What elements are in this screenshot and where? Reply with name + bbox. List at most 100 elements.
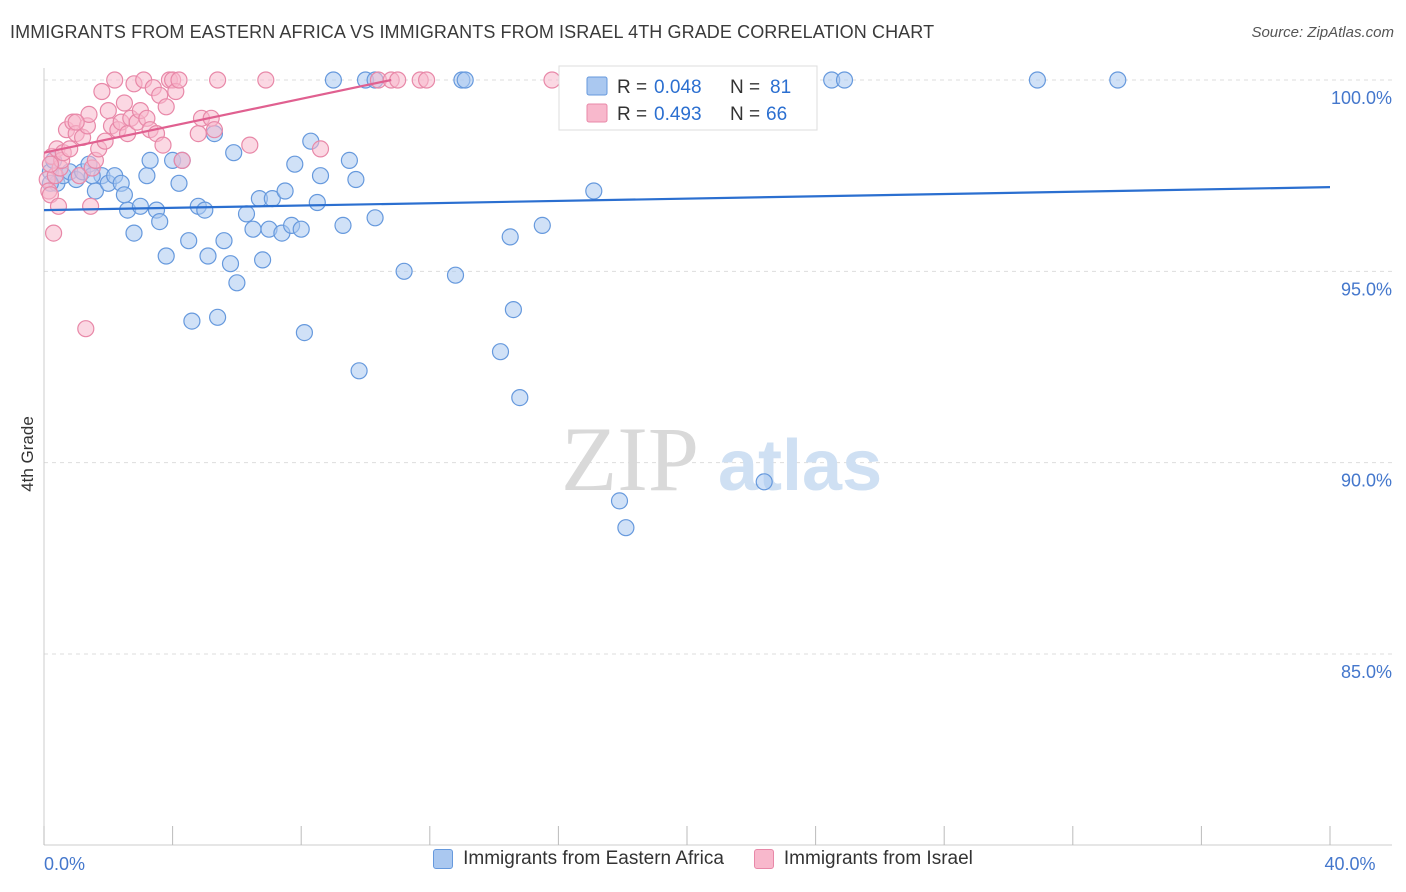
blue-data-point (533, 216, 551, 234)
stats-pink-r-value: 0.493 (654, 104, 702, 125)
legend-label-israel: Immigrants from Israel (783, 848, 973, 869)
blue-data-point (125, 224, 143, 242)
stats-blue-n-value: 81 (770, 77, 791, 98)
blue-data-point (350, 362, 368, 380)
blue-data-point (228, 274, 246, 292)
blue-data-point (446, 266, 465, 284)
blue-data-point (157, 247, 175, 265)
gridlines (44, 79, 1392, 655)
y-tick-label: 95.0% (1341, 279, 1392, 299)
stats-pink-n-value: 66 (766, 104, 787, 125)
trend-lines (43, 78, 1331, 212)
blue-data-point (324, 71, 342, 89)
pink-data-point (543, 71, 561, 89)
watermark: ZIP atlas (561, 408, 882, 510)
blue-data-point (340, 151, 358, 169)
y-tick-label: 90.0% (1341, 471, 1392, 491)
blue-data-point (835, 71, 854, 89)
pink-data-point (49, 197, 68, 215)
blue-data-point (276, 182, 294, 200)
legend-label-eastern-africa: Immigrants from Eastern Africa (463, 848, 724, 869)
pink-data-point (205, 121, 223, 139)
blue-data-point (292, 220, 310, 238)
pink-data-point (209, 71, 227, 89)
blue-data-point (617, 519, 635, 537)
watermark-zip: ZIP (561, 408, 699, 510)
pink-data-point (70, 167, 89, 185)
pink-data-point (189, 125, 207, 143)
pink-data-point (67, 113, 85, 131)
pink-data-point (106, 71, 124, 89)
x-tick-label: 0.0% (44, 854, 85, 874)
blue-data-point (237, 205, 256, 223)
blue-data-point (183, 312, 201, 330)
legend-swatch-pink (753, 849, 774, 869)
blue-data-point (295, 324, 313, 342)
blue-data-point (1109, 71, 1127, 89)
pink-data-point (154, 136, 172, 154)
stats-legend-box: R = 0.048 N = 81 R = 0.493 N = 66 (558, 65, 818, 131)
pink-data-point (41, 155, 60, 173)
axes (43, 68, 1392, 846)
pink-data-point (311, 140, 330, 158)
blue-data-point (366, 209, 384, 227)
pink-data-point (77, 320, 95, 338)
data-points (38, 71, 1127, 537)
x-tick-label: 40.0% (1324, 854, 1375, 874)
y-tick-label: 100.0% (1331, 88, 1392, 108)
blue-data-point (215, 232, 233, 250)
pink-trend-line (43, 78, 392, 154)
pink-data-point (44, 224, 63, 242)
stats-blue-n-label: N = (730, 77, 760, 98)
stats-blue-swatch (586, 76, 608, 96)
blue-data-point (180, 232, 198, 250)
stats-pink-swatch (586, 103, 608, 123)
blue-data-point (225, 144, 243, 162)
blue-data-point (334, 216, 352, 234)
pink-data-point (173, 151, 191, 169)
stats-pink-n-label: N = (730, 104, 760, 125)
pink-data-point (99, 101, 117, 120)
blue-data-point (395, 262, 413, 280)
blue-data-point (491, 343, 510, 361)
pink-data-point (170, 71, 188, 89)
pink-data-point (80, 105, 98, 124)
pink-data-point (389, 71, 407, 89)
blue-data-point (170, 174, 188, 192)
watermark-atlas: atlas (718, 426, 882, 506)
stats-blue-r-value: 0.048 (654, 77, 702, 98)
blue-data-point (244, 220, 262, 238)
blue-data-point (1028, 71, 1047, 89)
legend-item-israel[interactable]: Immigrants from Israel (753, 848, 973, 870)
blue-data-point (311, 167, 330, 185)
tick-labels: 100.0% 95.0% 90.0% 85.0% 0.0% 40.0% (44, 88, 1392, 874)
blue-data-point (504, 301, 523, 319)
blue-data-point (131, 197, 149, 215)
blue-data-point (221, 255, 240, 273)
blue-data-point (585, 182, 603, 200)
blue-data-point (196, 201, 214, 219)
blue-data-point (347, 170, 365, 189)
blue-data-point (138, 167, 156, 185)
legend-item-eastern-africa[interactable]: Immigrants from Eastern Africa (433, 848, 724, 870)
blue-data-point (501, 228, 519, 246)
chart-title: IMMIGRANTS FROM EASTERN AFRICA VS IMMIGR… (10, 22, 935, 42)
stats-blue-r-label: R = (617, 77, 647, 98)
stats-pink-r-label: R = (617, 104, 647, 125)
pink-data-point (115, 94, 134, 112)
blue-data-point (610, 492, 629, 510)
chart-legend: Immigrants from Eastern Africa Immigrant… (0, 848, 1406, 870)
blue-data-point (308, 193, 326, 212)
y-tick-label: 85.0% (1341, 662, 1392, 682)
blue-data-point (199, 247, 217, 265)
blue-data-point (755, 473, 773, 491)
legend-swatch-blue (433, 849, 454, 869)
blue-data-point (141, 151, 159, 169)
pink-data-point (257, 71, 275, 89)
blue-data-point (456, 71, 474, 89)
pink-data-point (81, 197, 100, 215)
blue-data-point (254, 251, 272, 269)
blue-data-point (286, 155, 304, 173)
pink-data-point (157, 98, 175, 116)
